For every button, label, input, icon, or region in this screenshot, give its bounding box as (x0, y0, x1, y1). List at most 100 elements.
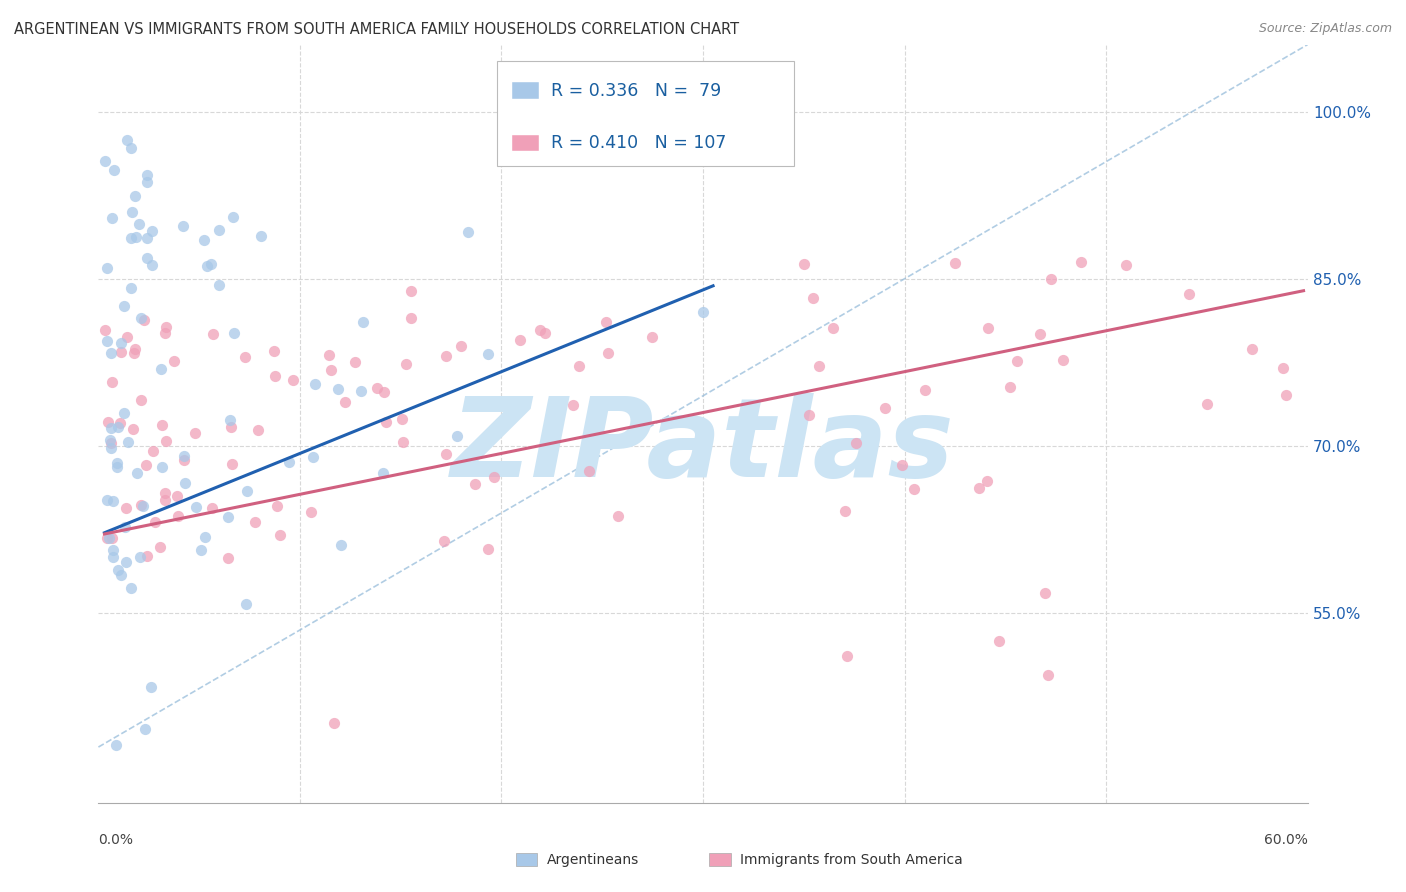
Point (105, 738, 128, 752)
Text: R = 0.410   N = 107: R = 0.410 N = 107 (551, 134, 725, 152)
Point (149, 362, 172, 376)
Point (98, 433, 121, 447)
Point (266, 499, 288, 513)
Text: 60.0%: 60.0% (1264, 833, 1308, 847)
Point (135, 168, 157, 182)
Point (129, 499, 152, 513)
Point (1178, 287, 1201, 301)
Point (100, 421, 122, 435)
Point (1070, 255, 1092, 269)
Point (173, 452, 195, 467)
Point (100, 346, 122, 360)
Point (120, 231, 142, 245)
Point (163, 354, 186, 368)
Point (120, 582, 142, 596)
Point (457, 226, 479, 240)
Point (125, 229, 148, 244)
Point (96, 532, 118, 546)
Point (224, 326, 246, 340)
Point (110, 335, 132, 350)
Point (477, 346, 499, 360)
FancyBboxPatch shape (512, 82, 538, 99)
Point (184, 425, 207, 440)
Point (100, 375, 122, 389)
Point (808, 359, 831, 373)
Point (434, 447, 457, 461)
Point (97, 531, 120, 545)
Point (166, 489, 188, 503)
Point (799, 409, 821, 423)
Point (246, 423, 269, 437)
Point (107, 456, 129, 470)
Point (135, 251, 157, 265)
Point (607, 508, 630, 523)
Point (433, 534, 456, 549)
Point (243, 515, 266, 529)
Point (283, 373, 305, 387)
Point (155, 434, 177, 448)
Point (122, 345, 145, 359)
Point (186, 500, 208, 514)
Point (263, 343, 285, 358)
Point (233, 350, 256, 364)
Point (326, 382, 349, 396)
Point (344, 355, 367, 369)
Point (330, 538, 353, 552)
Point (235, 598, 257, 612)
Point (101, 543, 124, 558)
Point (374, 415, 396, 429)
Point (100, 531, 122, 545)
Point (101, 494, 124, 508)
Point (200, 257, 222, 271)
Point (103, 162, 125, 177)
FancyBboxPatch shape (709, 853, 731, 866)
Point (976, 474, 998, 488)
Point (534, 326, 557, 340)
Point (401, 311, 423, 326)
Point (943, 255, 966, 269)
Point (509, 333, 531, 347)
Text: Immigrants from South America: Immigrants from South America (741, 853, 963, 867)
Point (1052, 353, 1074, 368)
Point (366, 381, 388, 395)
Point (891, 458, 914, 472)
Point (141, 444, 163, 458)
Point (117, 133, 139, 147)
Point (134, 722, 156, 736)
Point (391, 412, 413, 426)
Point (190, 542, 212, 557)
Point (143, 515, 166, 529)
Point (529, 323, 551, 337)
Point (318, 348, 340, 362)
Point (250, 228, 273, 243)
Point (482, 470, 505, 484)
Point (335, 394, 357, 409)
Point (835, 648, 858, 663)
FancyBboxPatch shape (498, 62, 793, 166)
Point (222, 210, 245, 224)
Point (373, 384, 395, 399)
Point (217, 509, 239, 524)
Point (136, 231, 159, 245)
Point (208, 277, 231, 292)
Point (562, 398, 585, 412)
Point (834, 504, 856, 518)
Point (112, 406, 135, 420)
Point (131, 393, 153, 408)
Point (1115, 258, 1137, 272)
Point (1038, 668, 1060, 682)
Point (124, 342, 146, 356)
Point (107, 420, 129, 434)
Point (302, 450, 325, 464)
Point (391, 435, 413, 450)
Point (977, 321, 1000, 335)
Point (110, 416, 132, 430)
Point (446, 429, 468, 443)
Point (269, 528, 291, 542)
Text: Source: ZipAtlas.com: Source: ZipAtlas.com (1258, 22, 1392, 36)
Point (139, 681, 162, 695)
Point (208, 223, 231, 237)
Point (96, 260, 118, 275)
Point (136, 175, 159, 189)
Point (873, 401, 896, 415)
